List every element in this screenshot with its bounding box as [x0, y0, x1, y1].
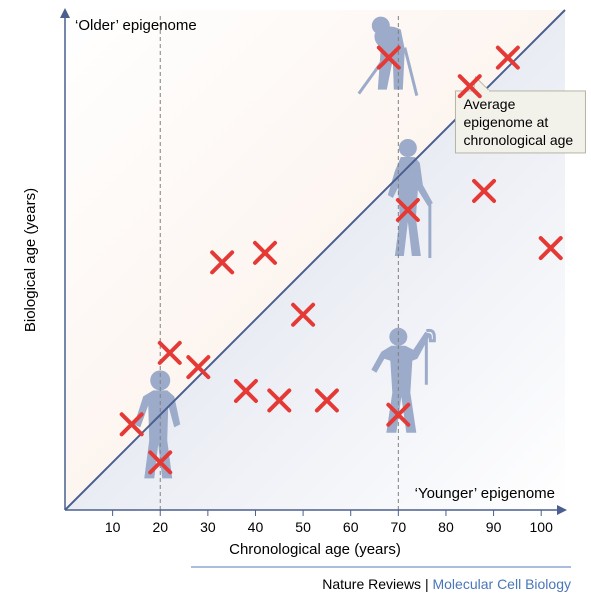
x-tick-label: 100 — [530, 519, 554, 535]
x-axis-label: Chronological age (years) — [229, 541, 401, 558]
x-tick-label: 10 — [105, 519, 121, 535]
x-tick-label: 80 — [438, 519, 454, 535]
attribution-journal: Molecular Cell Biology — [432, 576, 571, 592]
x-tick-label: 40 — [248, 519, 264, 535]
attribution-divider — [191, 566, 571, 568]
x-tick-label: 20 — [152, 519, 168, 535]
epigenome-age-chart: 10 20 30 40 50 60 70 80 90 100 Chronological age (… — [0, 0, 591, 600]
callout-line2: epigenome at — [463, 114, 548, 130]
x-tick-label: 90 — [486, 519, 502, 535]
older-epigenome-label: ‘Older’ epigenome — [75, 17, 197, 34]
attribution-line: Nature Reviews | Molecular Cell Biology — [322, 576, 571, 592]
x-tick-label: 70 — [391, 519, 407, 535]
x-tick-label: 60 — [343, 519, 359, 535]
callout-line1: Average — [463, 96, 515, 112]
y-axis-label: Biological age (years) — [22, 188, 39, 332]
attribution-separator: | — [421, 576, 432, 592]
x-tick-label: 50 — [295, 519, 311, 535]
callout-line3: chronological age — [463, 132, 573, 148]
x-tick-label: 30 — [200, 519, 216, 535]
younger-epigenome-label: ‘Younger’ epigenome — [415, 485, 555, 502]
chart-svg: 10 20 30 40 50 60 70 80 90 100 Chronological age (… — [0, 0, 591, 560]
attribution-source: Nature Reviews — [322, 576, 421, 592]
